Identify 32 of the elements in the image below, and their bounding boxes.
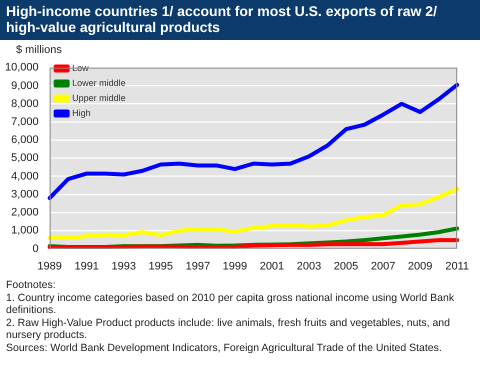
x-tick-label: 1991: [74, 260, 99, 272]
x-tick-label: 2011: [445, 260, 469, 272]
y-tick-label: 6,000: [11, 134, 39, 146]
y-tick-label: 10,000: [4, 62, 39, 74]
x-tick-label: 1993: [112, 260, 136, 272]
legend-label: Upper middle: [72, 92, 126, 103]
x-tick-label: 2007: [370, 260, 396, 272]
y-tick-label: 4,000: [11, 170, 39, 182]
text: 1. Country income categories based on 2010 per capita gross national income using World Bank definitions.: [6, 292, 456, 316]
text: Footnotes:: [6, 279, 57, 292]
x-tick-label: 1995: [148, 260, 174, 272]
text: 2. Raw High-Value Product products include: live animals, fresh fruits and vegetables, nuts, and nursery products.: [6, 316, 451, 342]
x-tick-label: 2001: [260, 260, 284, 272]
y-tick-label: 8,000: [11, 98, 39, 110]
x-tick-label: 2005: [334, 260, 358, 272]
x-tick-label: 2003: [296, 260, 322, 272]
source-note: Sources: World Bank Development Indicators, Foreign Agricultural Trade of the United States.: [6, 342, 443, 354]
x-tick-label: 2009: [408, 260, 432, 272]
y-tick-label: 1,000: [11, 224, 39, 237]
y-tick-label: 7,000: [11, 116, 39, 128]
y-tick-label: 2,000: [11, 206, 39, 219]
y-tick-label: 3,000: [11, 188, 39, 200]
legend-label: Lower middle: [72, 78, 126, 88]
y-tick-label: 0: [32, 242, 39, 255]
legend-label: High: [72, 108, 91, 118]
chart-title: High-income countries 1/ account for most U.S. exports of raw 2/ high-value agricultural products: [0, 0, 480, 40]
y-axis-title: $ millions: [16, 44, 63, 58]
y-tick-label: 9,000: [11, 80, 39, 92]
x-tick-label: 1999: [222, 260, 248, 272]
y-tick-label: 5,000: [11, 152, 39, 164]
x-tick-label: 1989: [37, 260, 62, 272]
x-tick-label: 1997: [186, 260, 210, 272]
